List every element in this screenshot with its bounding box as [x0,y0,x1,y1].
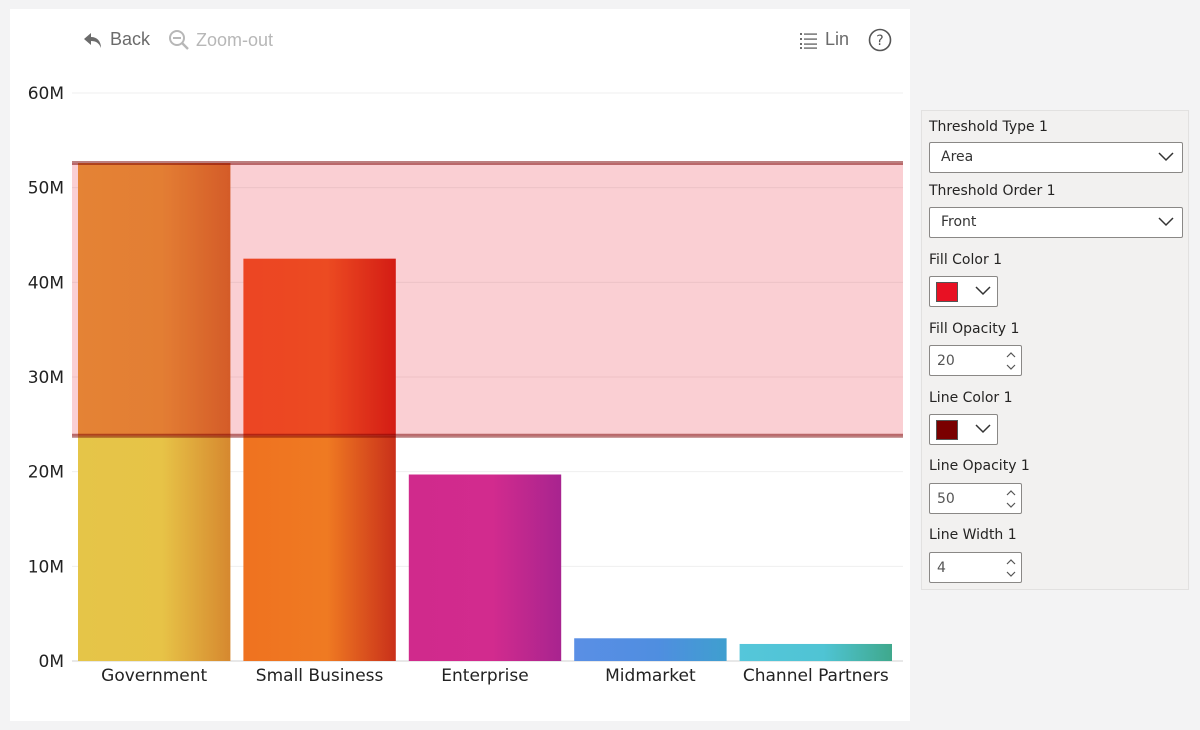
line-opacity-input[interactable] [930,484,1002,513]
bar-enterprise [408,474,562,661]
zoom-out-button[interactable]: Zoom-out [168,29,273,51]
threshold-order-label: Threshold Order 1 [929,183,1056,199]
spin-up-icon[interactable] [1005,487,1017,499]
y-tick-label: 20M [28,463,64,483]
fill-opacity-input[interactable] [930,346,1002,375]
line-opacity-spinner [929,483,1022,514]
y-tick-label: 40M [28,273,64,293]
bar-segment [243,435,396,661]
scale-label: Lin [825,29,850,49]
y-tick-label: 60M [28,84,64,104]
threshold-format-panel: Threshold Type 1 Area Threshold Order 1 … [921,110,1189,590]
spin-down-icon[interactable] [1005,361,1017,373]
chevron-down-icon [1158,152,1174,162]
bar-channel-partners [739,643,892,661]
category-label: Government [101,666,207,686]
category-label: Midmarket [605,666,696,686]
fill-opacity-spinner [929,345,1022,376]
y-tick-label: 50M [28,179,64,199]
svg-text:?: ? [876,33,883,49]
bar-government [78,163,231,436]
fill-color-picker[interactable] [929,276,998,307]
help-button[interactable]: ? [868,28,892,52]
line-color-label: Line Color 1 [929,390,1013,406]
chevron-down-icon [1158,217,1174,227]
scale-toggle-button[interactable]: Lin [799,29,849,50]
help-icon: ? [868,28,892,52]
category-label: Enterprise [441,666,528,686]
chart-card: 0M 10M 20M 30M 40M 50M 60M Government Small Busi… [10,9,910,721]
line-opacity-label: Line Opacity 1 [929,458,1030,474]
line-width-label: Line Width 1 [929,527,1017,543]
fill-opacity-label: Fill Opacity 1 [929,321,1020,337]
line-width-spinner [929,552,1022,583]
threshold-type-dropdown[interactable]: Area [929,142,1183,173]
threshold-area [72,163,903,436]
fill-color-swatch [936,282,958,302]
back-arrow-icon [82,30,104,50]
threshold-order-value: Front [941,214,977,230]
y-tick-label: 10M [28,557,64,577]
zoom-out-icon [168,29,190,51]
bar-segment [78,435,231,661]
fill-color-label: Fill Color 1 [929,252,1003,268]
y-tick-label: 0M [39,652,64,672]
back-label: Back [110,29,151,49]
bar-midmarket [574,638,727,661]
threshold-type-label: Threshold Type 1 [929,119,1048,135]
chevron-down-icon [975,424,991,434]
line-color-swatch [936,420,958,440]
bar-small-business [243,258,396,436]
spin-up-icon[interactable] [1005,556,1017,568]
spin-down-icon[interactable] [1005,568,1017,580]
line-color-picker[interactable] [929,414,998,445]
list-icon [799,30,819,50]
zoom-out-label: Zoom-out [196,29,274,50]
y-tick-label: 30M [28,368,64,388]
spin-up-icon[interactable] [1005,349,1017,361]
threshold-order-dropdown[interactable]: Front [929,207,1183,238]
bar-chart: 0M 10M 20M 30M 40M 50M 60M Government Small Busi… [28,84,903,686]
category-label: Small Business [256,666,384,686]
threshold-type-value: Area [941,149,974,165]
spin-down-icon[interactable] [1005,499,1017,511]
back-button[interactable]: Back [82,29,150,50]
chevron-down-icon [975,286,991,296]
line-width-input[interactable] [930,553,1002,582]
category-label: Channel Partners [743,666,889,686]
